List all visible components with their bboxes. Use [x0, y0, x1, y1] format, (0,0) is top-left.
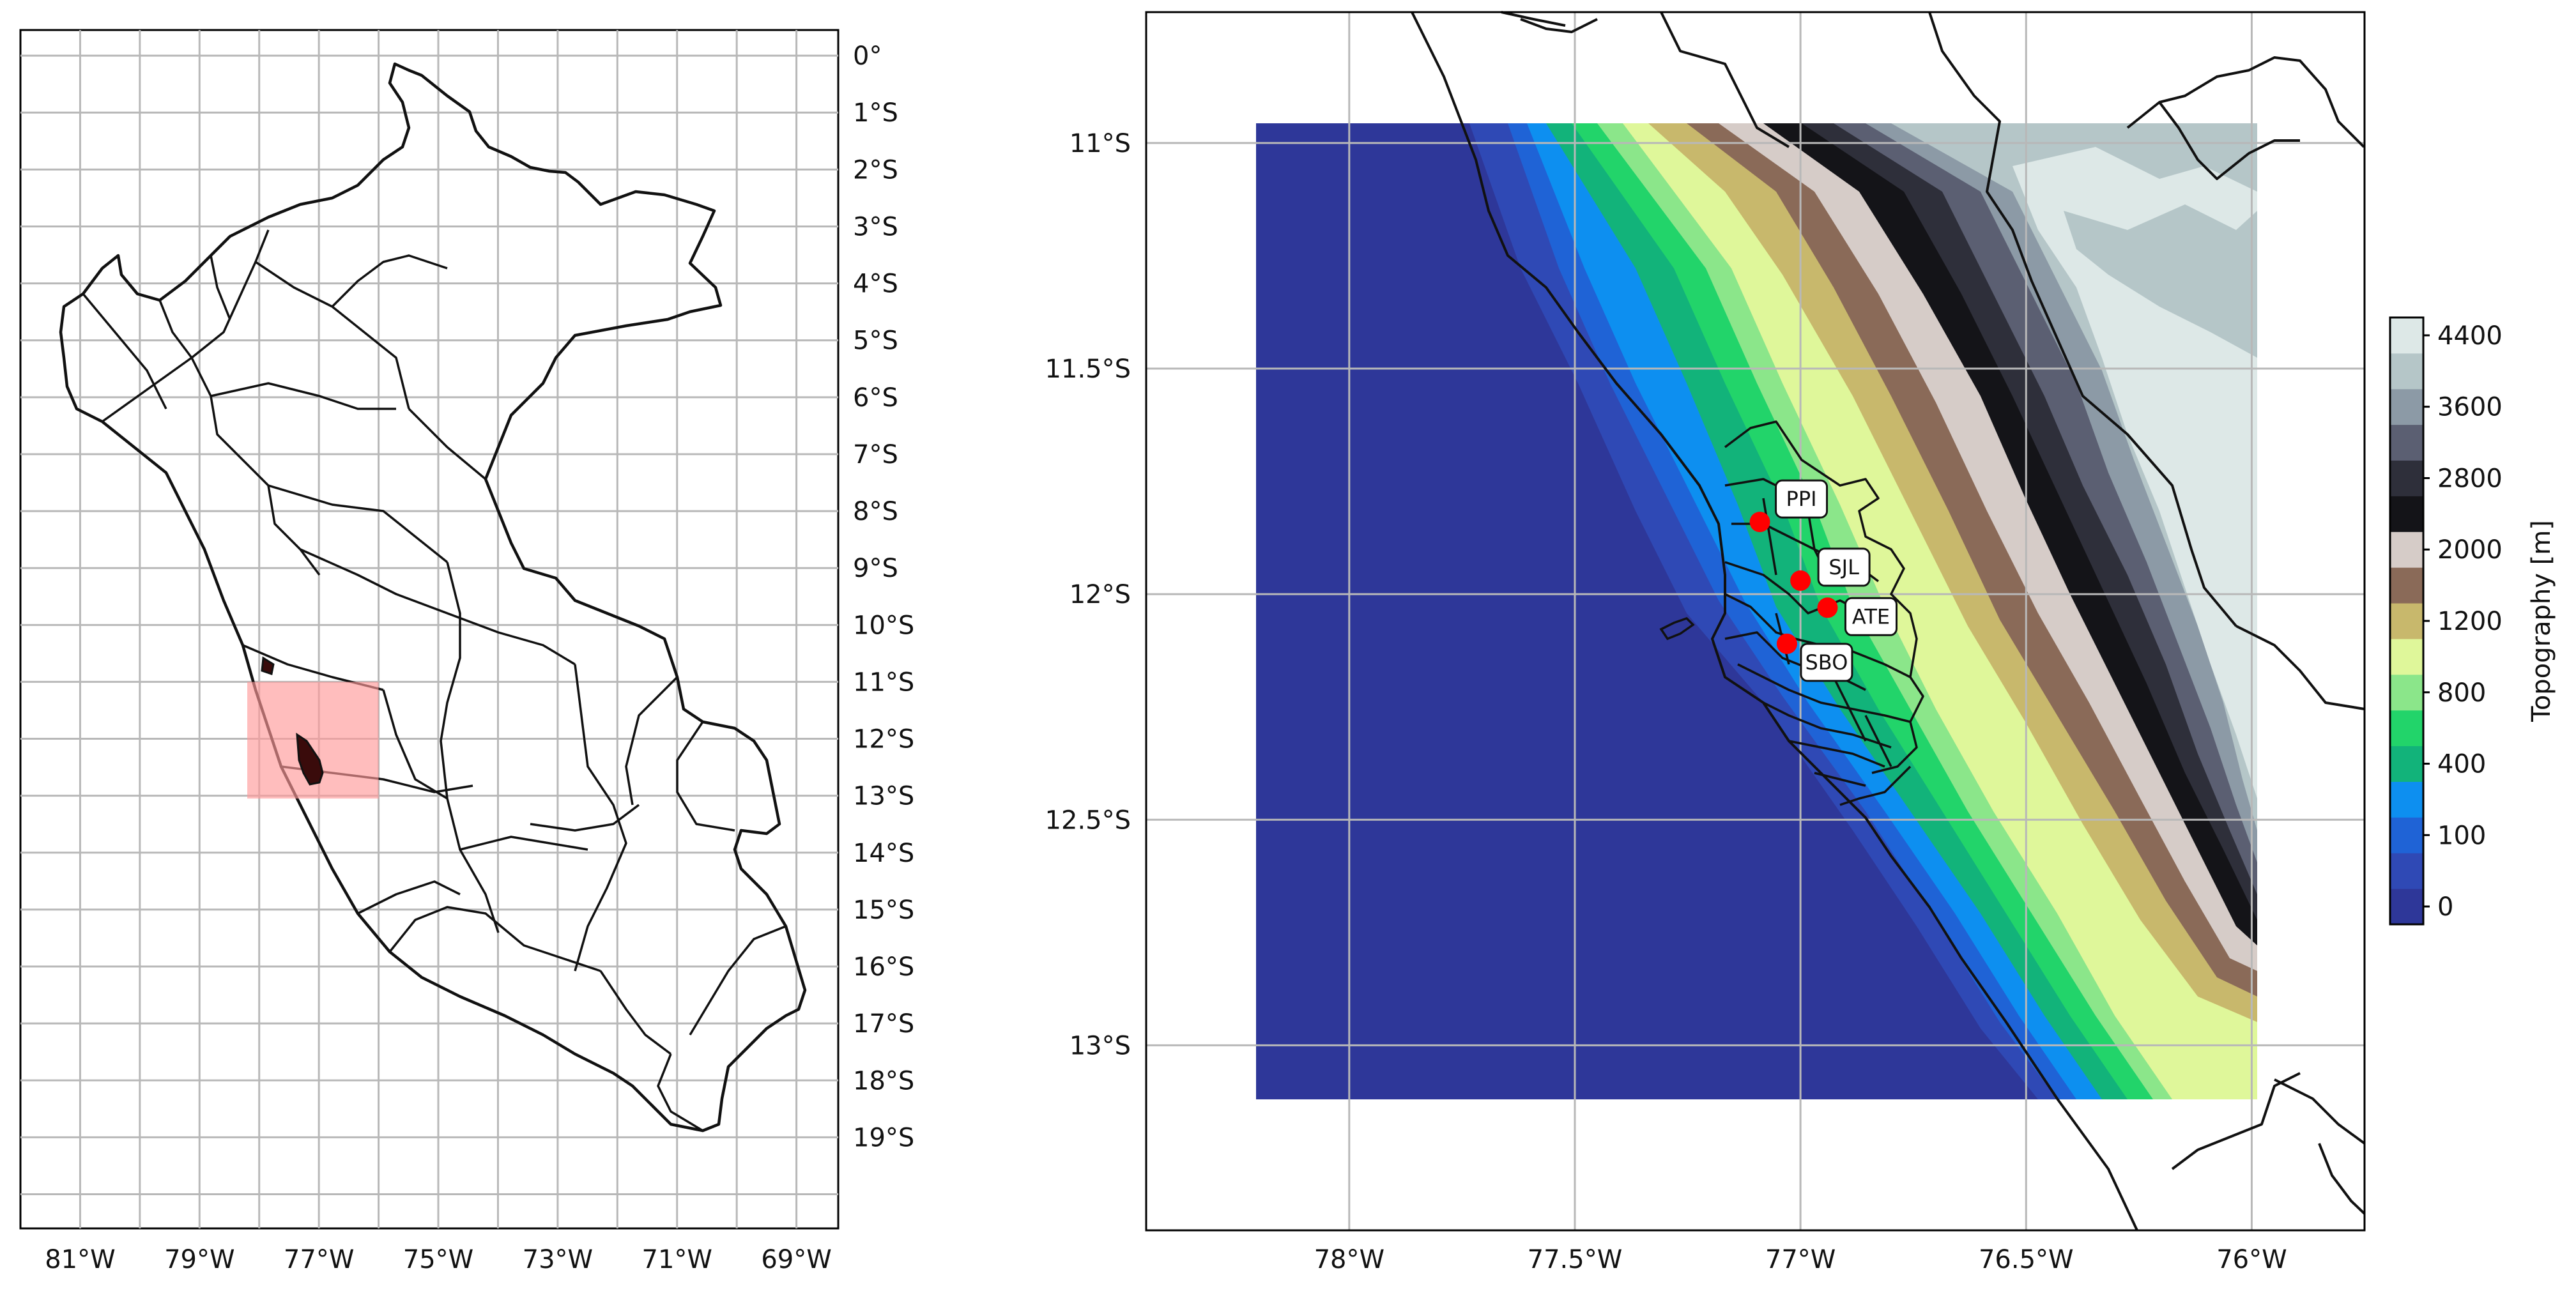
right-map-frame [1145, 11, 2366, 1232]
right-y-tick-label: 13°S [1070, 1031, 1131, 1060]
lima-region-outline [261, 656, 324, 786]
colorbar-tick-label: 100 [2437, 821, 2486, 850]
colorbar-swatch [2390, 603, 2423, 639]
topography-colorbar: 0 100 400 800 1200 2000 2800 3600 4400 Topograph… [2389, 316, 2556, 926]
station-marker [1817, 597, 1838, 618]
left-y-tick-label: 15°S [853, 896, 914, 925]
colorbar-swatch [2390, 638, 2423, 675]
right-y-tick-label: 11.5°S [1045, 355, 1131, 384]
colorbar-tick-label: 2800 [2437, 464, 2503, 493]
station-label-box [1844, 597, 1898, 636]
right-map-gridlines [1146, 12, 2365, 1230]
colorbar-swatch [2390, 460, 2423, 496]
colorbar-tick-labels: 0 100 400 800 1200 2000 2800 3600 4400 [2423, 321, 2503, 922]
station-marker [1790, 570, 1811, 591]
left-y-tick-label: 12°S [853, 725, 914, 754]
peru-department-borders [82, 229, 786, 1132]
left-y-tick-label: 0° [853, 42, 882, 71]
coastline-and-borders [1411, 11, 2366, 1231]
left-y-tick-label: 17°S [853, 1009, 914, 1039]
station-label: PPI [1786, 487, 1817, 511]
left-x-tick-label: 71°W [642, 1245, 712, 1274]
left-y-tick-label: 11°S [853, 668, 914, 697]
colorbar-swatch [2390, 424, 2423, 461]
left-y-tick-label: 5°S [853, 326, 898, 356]
left-y-tick-label: 1°S [853, 98, 898, 128]
right-x-tick-label: 76.5°W [1979, 1245, 2074, 1274]
colorbar-swatch [2390, 496, 2423, 532]
colorbar-label: Topography [m] [2527, 520, 2556, 722]
left-y-tick-label: 18°S [853, 1066, 914, 1096]
colorbar-tick-label: 0 [2437, 892, 2453, 922]
left-y-tick-label: 7°S [853, 440, 898, 470]
peru-country-outline [59, 62, 807, 1133]
station-marker [1749, 512, 1770, 533]
station-label-box [1775, 479, 1828, 519]
colorbar-tick-label: 3600 [2437, 393, 2503, 422]
right-x-tick-label: 76°W [2216, 1245, 2287, 1274]
right-map-x-tick-labels: 78°W 77.5°W 77°W 76.5°W 76°W [1314, 1245, 2287, 1274]
colorbar-swatch [2390, 781, 2423, 818]
left-map-frame [19, 29, 839, 1230]
topography-field [1256, 123, 2257, 1099]
left-y-tick-label: 14°S [853, 839, 914, 868]
station-label-box [1800, 643, 1853, 682]
left-x-tick-label: 69°W [761, 1245, 831, 1274]
station-label: SJL [1828, 555, 1859, 579]
left-x-tick-label: 77°W [284, 1245, 354, 1274]
left-y-tick-label: 19°S [853, 1123, 914, 1152]
colorbar-swatches [2390, 317, 2423, 925]
right-x-tick-label: 78°W [1314, 1245, 1384, 1274]
colorbar-swatch [2390, 353, 2423, 390]
left-x-tick-label: 75°W [403, 1245, 473, 1274]
left-y-tick-label: 8°S [853, 497, 898, 526]
colorbar-swatch [2390, 853, 2423, 889]
colorbar-swatch [2390, 567, 2423, 604]
topo-band-4000-patch [2064, 204, 2257, 358]
san-lorenzo-island [1659, 616, 1695, 641]
colorbar-tick-label: 4400 [2437, 321, 2503, 351]
station-marker [1776, 633, 1797, 654]
station-label: SBO [1805, 650, 1848, 675]
station-label: ATE [1852, 604, 1890, 629]
colorbar-swatch [2390, 317, 2423, 354]
colorbar-tick-label: 800 [2437, 678, 2486, 708]
left-y-tick-label: 16°S [853, 952, 914, 982]
right-x-tick-label: 77°W [1765, 1245, 1836, 1274]
right-x-tick-label: 77.5°W [1528, 1245, 1623, 1274]
left-map-x-tick-labels: 81°W 79°W 77°W 75°W 73°W 71°W 69°W [45, 1245, 832, 1274]
left-y-tick-label: 10°S [853, 611, 914, 640]
colorbar-swatch [2390, 710, 2423, 747]
left-map-y-tick-labels: 0° 1°S 2°S 3°S 4°S 5°S 6°S 7°S 8°S 9°S 10°S 11°S 12°… [853, 42, 914, 1152]
colorbar-swatch [2390, 531, 2423, 568]
colorbar-swatch [2390, 889, 2423, 925]
left-x-tick-label: 79°W [164, 1245, 234, 1274]
left-y-tick-label: 4°S [853, 270, 898, 299]
colorbar-swatch [2390, 745, 2423, 782]
left-y-tick-label: 13°S [853, 782, 914, 811]
colorbar-swatch [2390, 674, 2423, 711]
left-y-tick-label: 9°S [853, 554, 898, 583]
right-map-y-tick-labels: 11°S 11.5°S 12°S 12.5°S 13°S [1045, 129, 1131, 1061]
colorbar-swatch [2390, 817, 2423, 853]
colorbar-tick-label: 2000 [2437, 535, 2503, 565]
left-y-tick-label: 2°S [853, 155, 898, 185]
right-y-tick-label: 12.5°S [1045, 806, 1131, 835]
colorbar-swatch [2390, 388, 2423, 425]
left-x-tick-label: 73°W [523, 1245, 593, 1274]
colorbar-tick-label: 400 [2437, 750, 2486, 779]
left-map-panel: 81°W 79°W 77°W 75°W 73°W 71°W 69°W 0° 1°S 2°S 3°S… [19, 29, 914, 1274]
left-y-tick-label: 3°S [853, 212, 898, 241]
left-y-tick-label: 6°S [853, 383, 898, 413]
left-map-gridlines [20, 30, 838, 1228]
station-label-box [1817, 547, 1871, 587]
colorbar-tick-label: 1200 [2437, 607, 2503, 636]
right-y-tick-label: 12°S [1070, 580, 1131, 609]
left-x-tick-label: 81°W [45, 1245, 115, 1274]
right-y-tick-label: 11°S [1070, 129, 1131, 158]
